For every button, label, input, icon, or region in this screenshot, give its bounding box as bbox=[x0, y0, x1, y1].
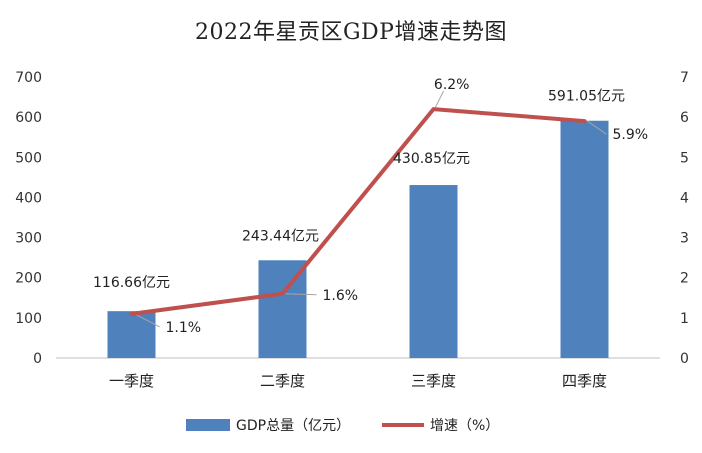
x-tick-label: 二季度 bbox=[260, 372, 305, 390]
legend-swatch-bar bbox=[186, 419, 230, 431]
line-data-label: 1.6% bbox=[323, 288, 359, 304]
bar-data-label: 116.66亿元 bbox=[93, 275, 170, 291]
y-right-tick-label: 6 bbox=[680, 110, 689, 126]
line-path bbox=[129, 107, 587, 316]
y-left-tick-label: 500 bbox=[15, 150, 42, 166]
x-tick-label: 四季度 bbox=[562, 372, 607, 390]
y-left-tick-label: 700 bbox=[15, 70, 42, 86]
y-right-tick-label: 4 bbox=[680, 190, 689, 206]
legend-label-line: 增速（%） bbox=[430, 418, 499, 434]
label-leader-line bbox=[134, 313, 160, 328]
legend-label-bar: GDP总量（亿元） bbox=[236, 418, 350, 434]
label-leader-line bbox=[285, 293, 317, 296]
chart-title: 2022年星贡区GDP增速走势图 bbox=[194, 20, 507, 45]
y-right-tick-label: 1 bbox=[680, 311, 689, 327]
bar bbox=[409, 185, 458, 358]
legend: GDP总量（亿元） 增速（%） bbox=[186, 418, 499, 434]
line-data-label: 1.1% bbox=[166, 320, 202, 336]
x-tick-label: 三季度 bbox=[411, 372, 456, 390]
y-right-tick-label: 5 bbox=[680, 150, 689, 166]
y-right-tick-label: 0 bbox=[680, 351, 689, 367]
line-data-label: 5.9% bbox=[613, 127, 649, 143]
label-leader-line bbox=[435, 90, 444, 108]
y-right-tick-label: 2 bbox=[680, 271, 689, 287]
y-left-tick-label: 0 bbox=[33, 351, 42, 367]
y-left-tick-label: 600 bbox=[15, 110, 42, 126]
bar bbox=[560, 120, 609, 358]
label-leader-line bbox=[587, 120, 607, 135]
line-series bbox=[129, 107, 587, 316]
chart-axes: 0 100 200 300 400 500 600 700 0 1 2 3 4 5 6 7 一季度 二季度 三季度 四… bbox=[15, 70, 689, 390]
data-labels: 116.66亿元 243.44亿元 430.85亿元 591.05亿元 1.1% 1.6%… bbox=[93, 77, 648, 336]
x-tick-label: 一季度 bbox=[109, 372, 154, 390]
bar-data-label: 591.05亿元 bbox=[548, 89, 625, 105]
y-right-tick-label: 7 bbox=[680, 70, 689, 86]
label-leader-lines bbox=[134, 90, 607, 328]
y-left-tick-label: 400 bbox=[15, 190, 42, 206]
bar-data-label: 243.44亿元 bbox=[242, 228, 319, 244]
y-left-tick-label: 300 bbox=[15, 231, 42, 247]
bar bbox=[107, 311, 156, 358]
y-left-tick-label: 200 bbox=[15, 271, 42, 287]
y-right-tick-label: 3 bbox=[680, 231, 689, 247]
line-data-label: 6.2% bbox=[434, 77, 470, 93]
y-left-tick-label: 100 bbox=[15, 311, 42, 327]
bar-data-label: 430.85亿元 bbox=[393, 151, 470, 167]
